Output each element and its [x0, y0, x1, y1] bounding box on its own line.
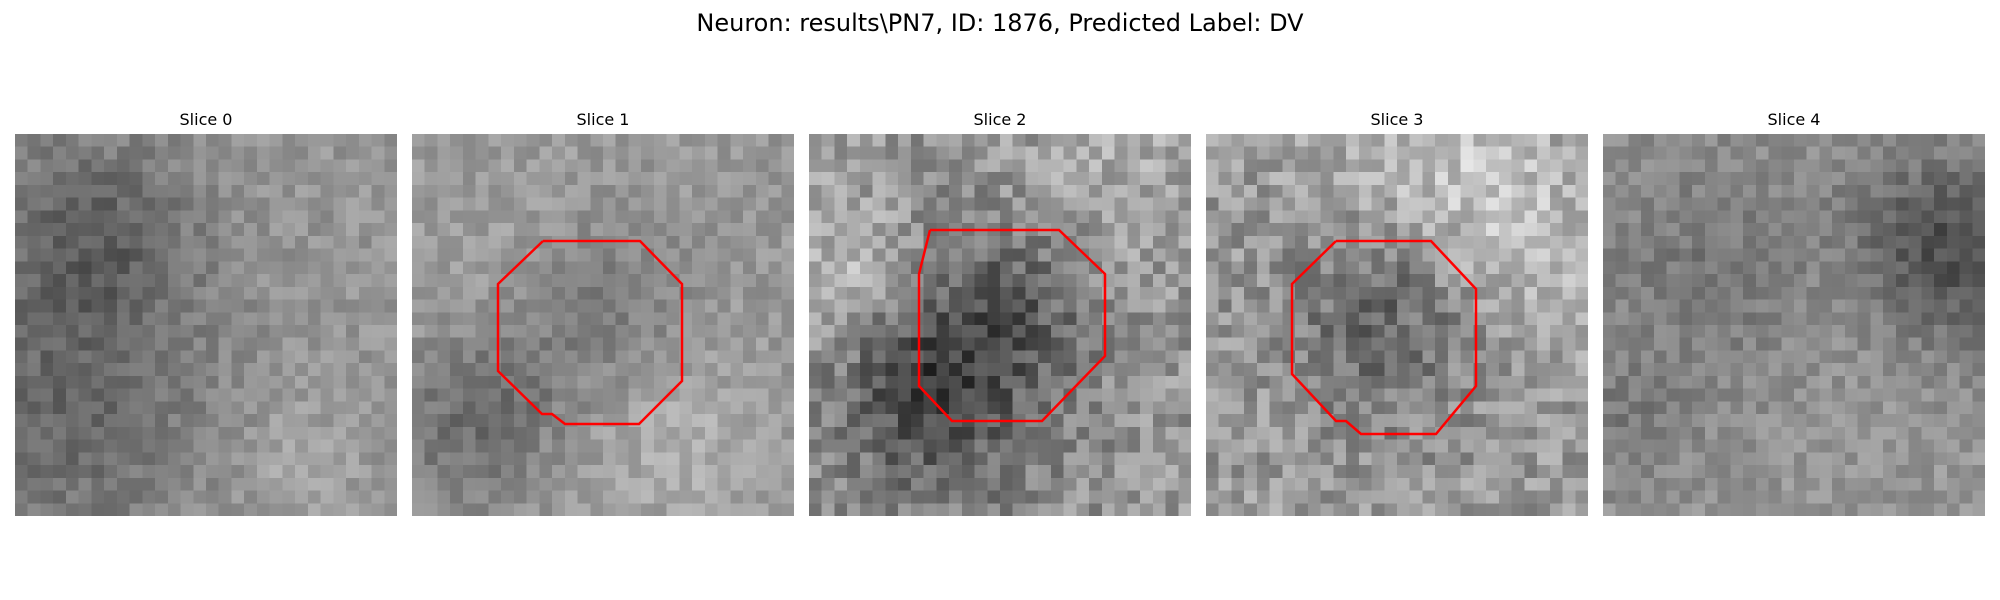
- slice-title: Slice 3: [1370, 110, 1424, 129]
- roi-contour: [496, 239, 684, 426]
- slice-image: [1206, 134, 1588, 516]
- slice-image: [412, 134, 794, 516]
- slice-image: [1603, 134, 1985, 516]
- slice-panel-3: Slice 3: [1206, 110, 1588, 516]
- slice-panel-0: Slice 0: [15, 110, 397, 516]
- slice-title: Slice 4: [1767, 110, 1821, 129]
- slice-panel-2: Slice 2: [809, 110, 1191, 516]
- figure-title: Neuron: results\PN7, ID: 1876, Predicted…: [696, 9, 1304, 37]
- roi-contour: [917, 228, 1107, 423]
- slice-image: [15, 134, 397, 516]
- slice-title: Slice 2: [973, 110, 1027, 129]
- slice-panel-1: Slice 1: [412, 110, 794, 516]
- slice-panel-4: Slice 4: [1603, 110, 1985, 516]
- slice-title: Slice 0: [179, 110, 233, 129]
- slice-title: Slice 1: [576, 110, 630, 129]
- slice-image: [809, 134, 1191, 516]
- roi-contour: [1290, 239, 1478, 436]
